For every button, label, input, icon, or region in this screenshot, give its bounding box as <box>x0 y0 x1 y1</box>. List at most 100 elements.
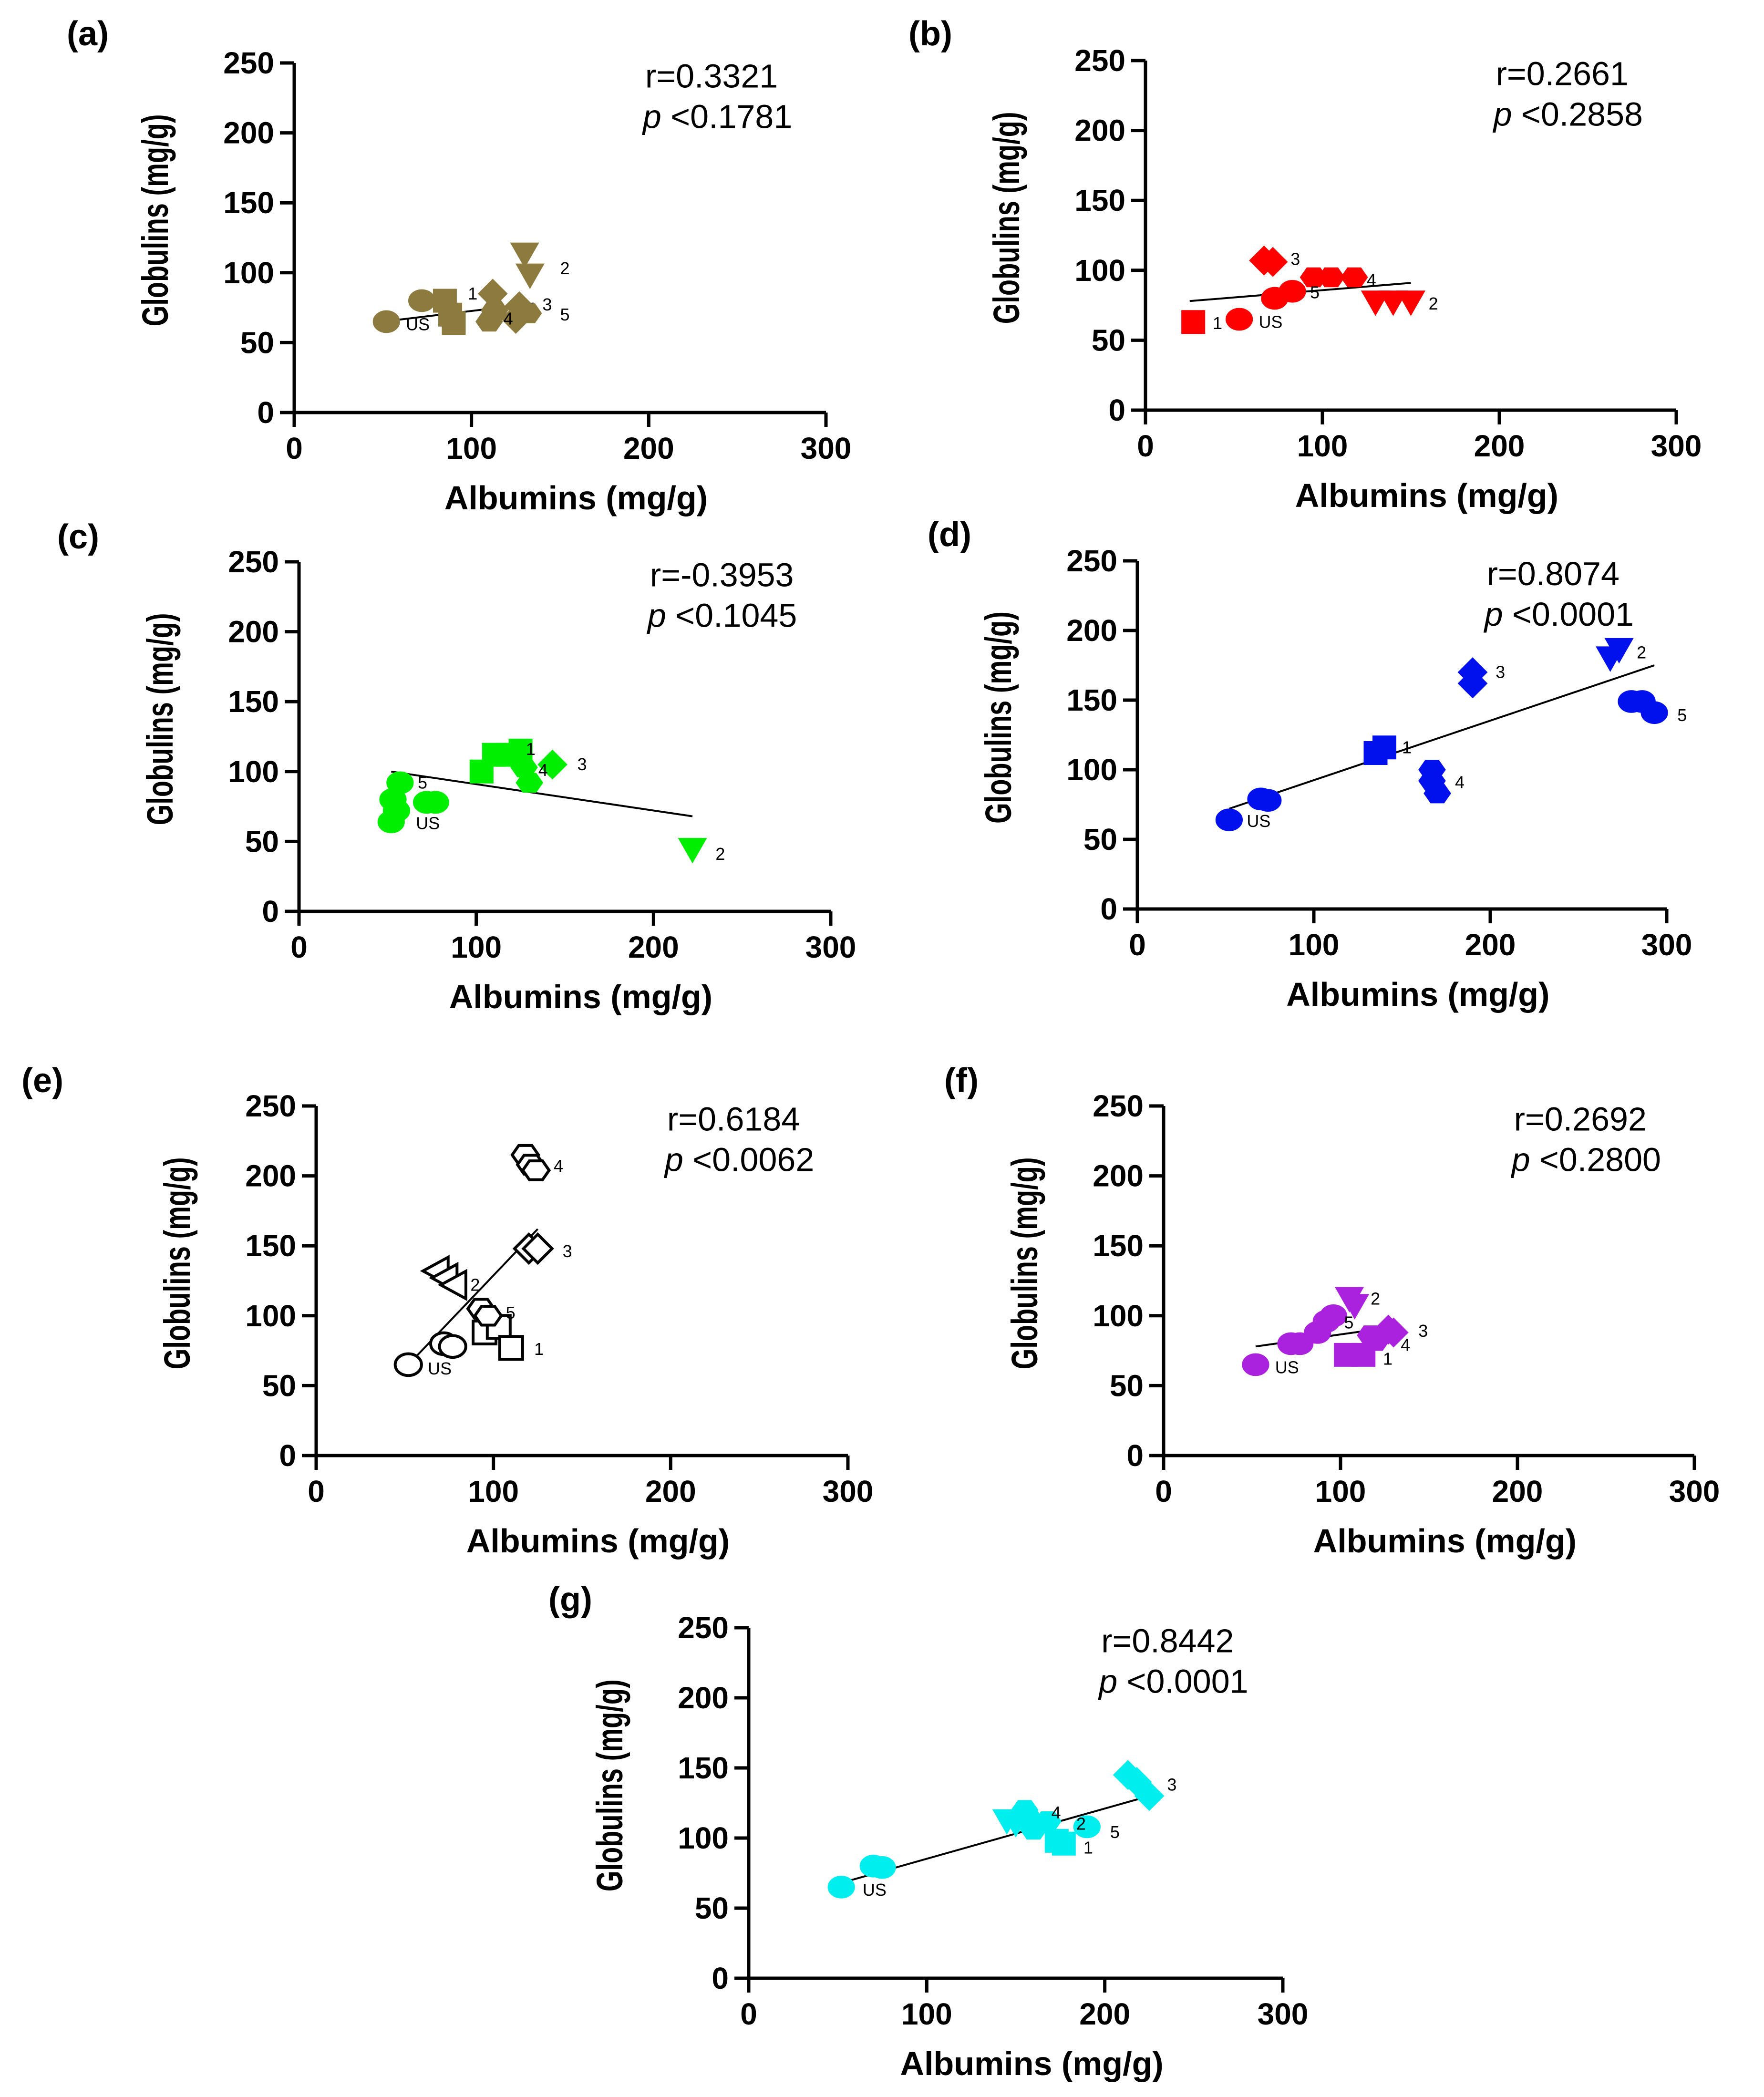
point-label: 1 <box>1213 313 1222 333</box>
y-tick-label: 0 <box>262 894 279 929</box>
point-label: 3 <box>1418 1321 1428 1341</box>
x-axis-label: Albumins (mg/g) <box>466 1522 730 1560</box>
point-label: 5 <box>506 1303 516 1322</box>
panel-title: (f) <box>944 1062 979 1100</box>
x-tick-label: 300 <box>823 1474 874 1508</box>
data-point-diamond <box>504 291 535 321</box>
y-tick-label: 50 <box>240 325 274 360</box>
p-symbol: p <box>664 1141 683 1178</box>
data-point-circle <box>1254 789 1282 812</box>
y-tick-label: 50 <box>262 1368 296 1403</box>
x-axis-label: Albumins (mg/g) <box>900 2045 1164 2082</box>
y-tick-label: 100 <box>245 1299 296 1333</box>
y-axis-label: Globulins (mg/g) <box>1004 1157 1045 1369</box>
data-point-hexagon <box>516 773 543 793</box>
data-point-hexagon <box>521 1159 551 1181</box>
panel-title: (a) <box>67 15 109 53</box>
p-value: p <0.0001 <box>1098 1663 1248 1700</box>
point-label: 3 <box>1290 249 1300 269</box>
data-point-circle <box>408 289 436 312</box>
x-axis-label: Albumins (mg/g) <box>1295 477 1558 514</box>
y-tick-label: 200 <box>678 1681 729 1715</box>
data-point-circle <box>1242 1353 1269 1376</box>
point-label: 2 <box>1076 1814 1086 1834</box>
x-tick-label: 300 <box>1258 1997 1309 2031</box>
p-threshold: <0.0062 <box>683 1141 814 1178</box>
y-tick-label: 0 <box>1126 1438 1144 1473</box>
panel-c: (c) 0 50 100 150 200 250 0 100 200 300 Albumins (mg… <box>57 518 856 1015</box>
x-tick-label: 200 <box>623 431 674 465</box>
x-axis-label: Albumins (mg/g) <box>1313 1522 1577 1560</box>
point-label: US <box>1247 811 1270 831</box>
p-threshold: <0.1045 <box>666 597 797 634</box>
point-label: 1 <box>1383 1349 1393 1369</box>
data-point-circle <box>372 310 400 333</box>
data-point-square <box>498 1335 524 1361</box>
r-value: r=0.8442 <box>1101 1622 1234 1659</box>
y-tick-label: 150 <box>228 684 279 719</box>
y-tick-label: 250 <box>1074 43 1125 78</box>
r-value: r=-0.3953 <box>650 556 794 593</box>
y-tick-label: 100 <box>1066 753 1117 787</box>
panel-b: (b) 0 50 100 150 200 250 0 100 200 300 Albumins (mg… <box>908 15 1702 514</box>
x-tick-label: 100 <box>1297 429 1348 463</box>
point-label: 5 <box>1310 283 1320 302</box>
data-point-circle <box>1215 808 1243 831</box>
y-tick-label: 150 <box>1074 183 1125 217</box>
point-label: US <box>1275 1357 1299 1377</box>
panel-title: (e) <box>21 1062 63 1100</box>
point-label: 1 <box>1402 737 1412 757</box>
panel-title: (d) <box>928 516 971 554</box>
x-tick-label: 0 <box>308 1474 325 1508</box>
p-value: p <0.1781 <box>642 98 792 135</box>
x-axis-label: Albumins (mg/g) <box>449 978 712 1015</box>
point-label: 4 <box>538 760 548 780</box>
point-label: 5 <box>1110 1822 1120 1842</box>
panel-title: (b) <box>908 15 952 53</box>
x-tick-label: 300 <box>801 431 852 465</box>
y-tick-label: 150 <box>1093 1229 1144 1263</box>
data-point-circle <box>382 799 411 822</box>
y-tick-label: 150 <box>245 1229 296 1263</box>
point-label: 3 <box>1496 662 1505 682</box>
x-tick-label: 0 <box>740 1997 757 2031</box>
regression-line <box>391 770 693 817</box>
panel-title: (c) <box>57 518 99 556</box>
p-symbol: p <box>647 597 666 634</box>
y-tick-label: 0 <box>279 1438 296 1473</box>
p-value: p <0.0001 <box>1484 596 1634 633</box>
data-point-diamond <box>1457 668 1488 699</box>
point-label: 4 <box>1052 1803 1061 1822</box>
y-tick-label: 150 <box>223 186 274 220</box>
p-threshold: <0.1781 <box>661 98 792 135</box>
point-label: US <box>1259 312 1282 331</box>
data-point-square <box>1052 1831 1076 1856</box>
x-tick-label: 300 <box>1651 429 1702 463</box>
point-label: 4 <box>554 1156 563 1176</box>
data-point-circle <box>393 1352 423 1377</box>
y-tick-label: 200 <box>1093 1159 1144 1193</box>
p-symbol: p <box>1484 596 1503 633</box>
p-symbol: p <box>1511 1141 1530 1178</box>
regression-line <box>1228 664 1655 810</box>
point-label: 3 <box>1167 1775 1176 1794</box>
data-point-tri-left <box>437 1269 467 1302</box>
point-label: US <box>416 813 440 833</box>
panel-f: (f) 0 50 100 150 200 250 0 100 200 300 Albumins (mg… <box>944 1062 1720 1560</box>
point-label: US <box>406 314 430 334</box>
x-tick-label: 200 <box>645 1474 696 1508</box>
point-label: 5 <box>560 305 570 324</box>
data-point-circle <box>422 791 449 814</box>
p-value: p <0.2800 <box>1511 1141 1661 1178</box>
point-label: 2 <box>560 258 570 278</box>
data-point-hexagon <box>1424 783 1451 804</box>
p-symbol: p <box>1493 95 1512 133</box>
data-point-hexagon <box>1317 267 1345 288</box>
p-threshold: <0.0001 <box>1503 596 1634 633</box>
data-point-circle <box>386 771 414 795</box>
data-point-circle <box>1320 1304 1347 1327</box>
data-point-circle <box>827 1876 855 1899</box>
x-tick-label: 300 <box>1669 1474 1720 1508</box>
data-point-square <box>442 311 466 335</box>
